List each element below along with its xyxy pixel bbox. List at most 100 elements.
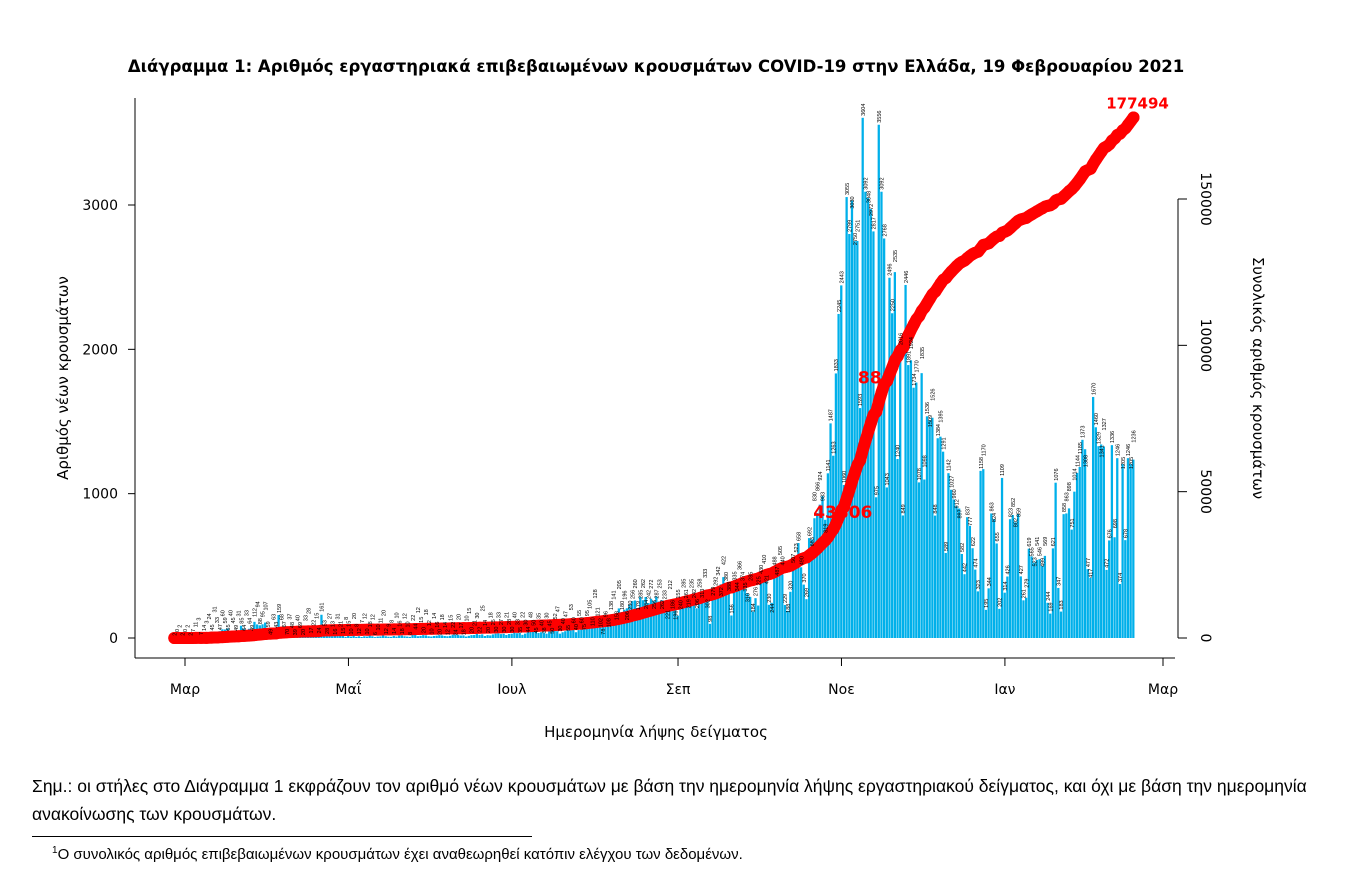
bar-value-label: 2016 <box>898 333 904 345</box>
bar-value-label: 1336 <box>1110 431 1116 443</box>
bar-value-label: 2245 <box>837 300 843 312</box>
bar-value-label: 12 <box>384 628 390 634</box>
bar-value-label: 1014 <box>1073 468 1079 480</box>
bar-value-label: 1142 <box>947 459 953 471</box>
bar-value-label: 2250 <box>890 299 896 311</box>
bar <box>665 606 669 638</box>
bar <box>339 634 342 638</box>
bar <box>845 197 848 639</box>
bar <box>387 636 390 638</box>
cumulative-point <box>886 361 899 374</box>
bar <box>1046 602 1049 638</box>
bar <box>481 634 484 638</box>
bar <box>1030 556 1033 638</box>
bar-value-label: 1098 <box>923 455 929 467</box>
bar-value-label: 658 <box>797 532 803 541</box>
bar <box>1041 565 1044 638</box>
bar <box>1019 576 1022 638</box>
bar-value-label: 18 <box>462 629 468 635</box>
cumulative-point <box>864 416 877 429</box>
bar-value-label: 31 <box>237 610 243 616</box>
bar-value-label: 269 <box>805 588 811 597</box>
bar-value-label: 619 <box>1027 537 1033 546</box>
bar-value-label: 1395 <box>939 410 945 422</box>
bar-value-label: 45 <box>547 620 553 626</box>
bar <box>357 636 361 638</box>
bar-value-label: 75 <box>582 624 588 630</box>
bar-value-label: 244 <box>1046 592 1052 601</box>
bar-value-label: 279 <box>711 587 717 596</box>
bar <box>352 635 355 638</box>
cumulative-point <box>870 405 883 418</box>
annotation-label: 177494 <box>1106 95 1169 113</box>
bar <box>941 451 945 638</box>
bar-value-label: 78 <box>601 629 607 635</box>
bar-value-label: 427 <box>1019 565 1025 574</box>
bar-value-label: 48 <box>290 622 296 628</box>
bar <box>347 635 350 638</box>
bar-value-label: 183 <box>1059 600 1065 609</box>
bar-value-label: 8 <box>344 617 350 620</box>
bar <box>652 601 655 638</box>
bar-value-label: 49 <box>269 629 275 635</box>
bar <box>832 455 835 638</box>
bar-value-label: 347 <box>1057 577 1063 586</box>
bar-value-label: 983 <box>821 492 827 501</box>
bar <box>842 485 846 638</box>
bar <box>695 608 698 638</box>
bar <box>572 629 575 638</box>
bar-value-label: 366 <box>738 561 744 570</box>
bar <box>585 624 588 638</box>
bar <box>700 592 704 638</box>
bar-value-label: 60 <box>580 617 586 623</box>
bar <box>438 635 441 638</box>
bar-value-label: 474 <box>973 558 979 567</box>
bar <box>1118 584 1122 638</box>
bar-value-label: 15 <box>467 608 473 614</box>
bar <box>971 548 974 638</box>
bar-value-label: 44 <box>526 627 532 633</box>
bar-value-label: 10 <box>365 628 371 634</box>
bar-value-label: 2972 <box>869 204 875 216</box>
bar <box>395 636 398 638</box>
bar <box>891 313 894 638</box>
bar-value-label: 88 <box>258 618 264 624</box>
bar-value-label: 499 <box>1040 558 1046 567</box>
bar <box>850 200 854 639</box>
bar <box>1003 592 1006 638</box>
bar-value-label: 20 <box>352 613 358 619</box>
bar <box>904 284 907 638</box>
bar-value-label: 18 <box>424 609 430 615</box>
bar-value-label: 108 <box>606 618 612 627</box>
x-tick-label: Ιαν <box>994 682 1015 698</box>
bar-value-label: 64 <box>247 618 253 624</box>
bar <box>507 633 511 638</box>
bar <box>590 622 594 638</box>
bar-value-label: 370 <box>802 573 808 582</box>
cumulative-point <box>881 375 894 388</box>
bar <box>848 234 851 639</box>
bar-value-label: 1060 <box>842 471 848 483</box>
bar-value-label: 22 <box>521 612 527 618</box>
bar-value-label: 285 <box>639 590 645 599</box>
bar-value-label: 3 <box>196 618 202 621</box>
bar-value-label: 472 <box>1105 559 1111 568</box>
bar-value-label: 43 <box>274 622 280 628</box>
bar <box>365 636 369 638</box>
bar <box>740 584 744 638</box>
bar-value-label: 40 <box>296 615 302 621</box>
bar-value-label: 678 <box>1123 529 1129 538</box>
bar-value-label: 912 <box>955 499 961 508</box>
bar <box>1078 466 1081 638</box>
bar <box>821 496 824 638</box>
bar-value-label: 3556 <box>877 111 883 123</box>
bar <box>1059 611 1063 638</box>
bar <box>545 633 548 638</box>
bar <box>738 585 741 638</box>
bar-value-label: 655 <box>995 532 1001 541</box>
bar-value-label: 27 <box>328 613 334 619</box>
bar <box>802 584 805 638</box>
bar <box>861 117 864 638</box>
bar-value-label: 3048 <box>866 191 872 203</box>
x-tick-label: Σεπ <box>666 682 691 698</box>
